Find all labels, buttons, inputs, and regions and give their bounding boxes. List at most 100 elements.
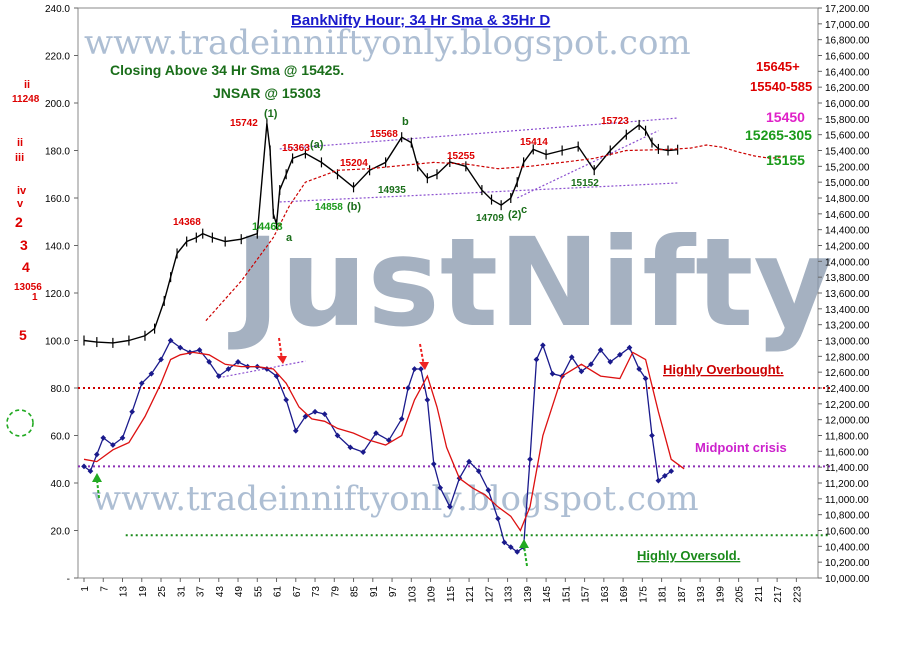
- oscillator-point: [87, 468, 94, 474]
- left-tick-label: 180.0: [45, 147, 70, 158]
- arrow-down-1: [278, 337, 283, 361]
- x-tick-label: 121: [465, 586, 476, 603]
- x-tick-label: 109: [427, 586, 438, 603]
- oscillator-point: [437, 484, 444, 491]
- trend-lines: [218, 117, 678, 379]
- right-axis: 17,200.00 17,000.00 16,800.00 16,600.00 16,4…: [818, 4, 870, 585]
- right-tick-label: 12,000.00: [825, 416, 870, 427]
- oscillator-point: [485, 487, 492, 493]
- chart-title: BankNifty Hour; 34 Hr Sma & 35Hr D: [291, 12, 550, 29]
- right-tick-label: 13,600.00: [825, 289, 870, 300]
- annotation-label: iv: [17, 185, 27, 197]
- oscillator-point: [642, 375, 649, 382]
- oscillator-point: [668, 468, 675, 474]
- oscillator-point: [235, 359, 241, 365]
- watermark-brand: JustNifty: [228, 212, 833, 354]
- right-tick-label: 14,600.00: [825, 210, 870, 221]
- oscillator-point: [588, 361, 594, 368]
- oscillator-point: [626, 344, 633, 351]
- oscillator-point: [177, 344, 184, 351]
- oscillator-point: [655, 477, 662, 484]
- oscillator-point: [312, 408, 318, 415]
- oscillator-point: [424, 397, 431, 403]
- oscillator-point: [81, 463, 87, 470]
- left-tick-label: 140.0: [45, 242, 70, 253]
- oscillator-point: [110, 442, 116, 448]
- right-tick-label: 11,000.00: [825, 495, 869, 506]
- oscillator-point: [636, 366, 642, 372]
- right-tick-label: 14,400.00: [825, 226, 870, 237]
- right-tick-label: 10,600.00: [825, 527, 870, 538]
- left-tick-label: 80.0: [51, 384, 71, 395]
- oscillator-point: [540, 342, 546, 349]
- annotation-label: 15645+: [756, 59, 800, 74]
- arrow-down-2: [419, 343, 425, 367]
- annotation-label: 14935: [378, 185, 406, 196]
- x-tick-label: 25: [157, 586, 168, 598]
- annotation-label: 15723: [601, 116, 629, 127]
- x-axis: 1 7 13 19 25 31 37 43 49 55 61 67 73 79 85 91 97 103 109 11…: [80, 578, 803, 603]
- x-tick-label: 217: [773, 586, 784, 603]
- oscillator-point: [196, 347, 203, 353]
- oscillator-point: [446, 503, 453, 510]
- x-tick-label: 55: [253, 586, 264, 598]
- right-tick-label: 15,400.00: [825, 147, 870, 158]
- oscillator-point: [158, 356, 164, 363]
- annotation-label: v: [17, 198, 24, 210]
- x-tick-label: 145: [542, 586, 553, 603]
- arrow-up-2: [523, 545, 528, 567]
- oscillator-point: [607, 359, 614, 365]
- annotation-label: 2: [15, 214, 23, 230]
- x-tick-label: 67: [292, 586, 303, 598]
- arrow-down-2-head: [419, 362, 429, 370]
- left-tick-label: -: [67, 574, 70, 585]
- annotation-label: 15742: [230, 118, 258, 129]
- x-tick-label: 19: [138, 586, 149, 598]
- right-tick-label: 11,800.00: [825, 432, 869, 443]
- oscillator-point: [617, 351, 623, 358]
- oscillator-point: [321, 411, 328, 417]
- annotation-label: 14468: [252, 221, 283, 233]
- oscillator-point: [138, 380, 145, 387]
- x-tick-label: 37: [196, 586, 207, 598]
- x-tick-label: 1: [80, 586, 91, 592]
- x-tick-label: 31: [176, 586, 187, 598]
- x-tick-label: 103: [407, 586, 418, 603]
- x-tick-label: 79: [330, 586, 341, 598]
- oscillator-point: [129, 408, 135, 415]
- right-tick-label: 16,000.00: [825, 99, 870, 110]
- oscillator-point: [549, 370, 556, 377]
- right-tick-label: 12,600.00: [825, 368, 870, 379]
- x-tick-label: 85: [350, 586, 361, 598]
- oscillator-point: [225, 366, 232, 372]
- oscillator-point: [347, 444, 354, 451]
- annotation-label: 1: [32, 292, 38, 303]
- left-tick-label: 220.0: [45, 52, 70, 63]
- x-tick-label: 43: [215, 586, 226, 598]
- annotation-label: 14709: [476, 213, 504, 224]
- watermarks: www.tradeinniftyonly.blogspot.com www.tr…: [84, 23, 833, 519]
- oscillator-point: [418, 366, 424, 372]
- annotation-label: 15568: [370, 129, 398, 140]
- left-tick-label: 20.0: [51, 527, 71, 538]
- label-highly-oversold: Highly Oversold.: [637, 548, 740, 563]
- annotation-label: Closing Above 34 Hr Sma @ 15425.: [110, 62, 344, 78]
- oscillator-point: [405, 385, 411, 391]
- right-tick-label: 10,200.00: [825, 558, 870, 569]
- annotation-label: 15152: [571, 178, 599, 189]
- annotation-label: 15204: [340, 158, 368, 169]
- right-tick-label: 15,600.00: [825, 131, 870, 142]
- oscillator-point: [119, 435, 126, 441]
- oscillator-point: [527, 456, 533, 463]
- oscillator-point: [398, 416, 405, 422]
- label-highly-overbought: Highly Overbought.: [663, 362, 784, 377]
- annotation-label: 15540-585: [750, 79, 812, 94]
- x-tick-label: 181: [658, 586, 669, 603]
- annotation-label: 5: [19, 327, 27, 343]
- x-tick-label: 211: [754, 586, 765, 602]
- annotation-label: b: [402, 116, 409, 128]
- oscillator-point: [466, 458, 472, 465]
- left-tick-label: 200.0: [45, 99, 70, 110]
- right-tick-label: 13,000.00: [825, 337, 870, 348]
